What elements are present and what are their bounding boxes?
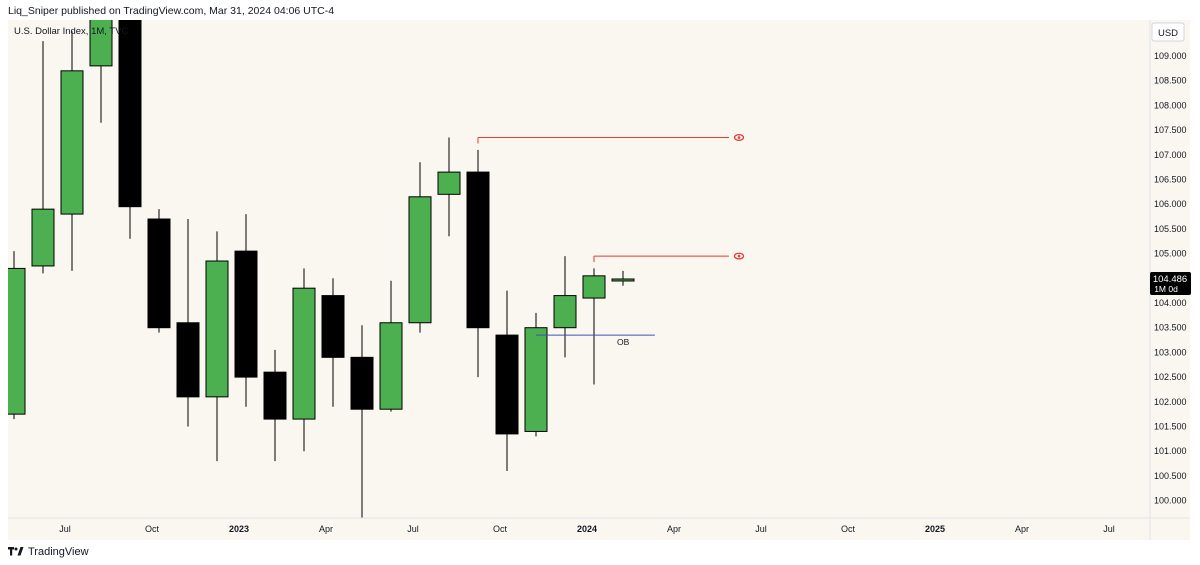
x-tick-label: Oct (841, 524, 856, 534)
y-tick-label: 106.500 (1154, 175, 1187, 185)
candle-2023-02 (234, 214, 258, 407)
candle-2024-01 (553, 256, 577, 358)
candle-2023-10 (466, 149, 490, 378)
candle-body-bull (8, 267, 26, 415)
candle-body-bull (31, 208, 55, 267)
y-tick-label: 100.000 (1154, 496, 1187, 506)
y-tick-label: 107.500 (1154, 125, 1187, 135)
candle-body-bull (582, 275, 606, 299)
candle-body-bear (321, 295, 345, 358)
y-tick-label: 104.000 (1154, 298, 1187, 308)
candle-body-bear (147, 218, 171, 329)
candle-body-bull (89, 20, 113, 67)
candle-body-bull (379, 322, 403, 410)
candle-2022-12 (176, 219, 200, 427)
candle-body-bear (263, 371, 287, 420)
candle-body-bull (408, 196, 432, 324)
candle-body-bear (466, 171, 490, 329)
currency-label: USD (1158, 28, 1178, 39)
candle-2023-07 (379, 280, 403, 412)
candle-2024-02 (582, 268, 606, 385)
candle-body-bull (437, 171, 461, 195)
eye-icon[interactable] (733, 134, 745, 141)
candle-2023-09 (437, 137, 461, 237)
footer: TradingView (8, 544, 89, 560)
candle-body-bear (350, 356, 374, 410)
candle-body-bull (553, 295, 577, 329)
x-tick-label: Jul (755, 524, 767, 534)
candle-body-bull (205, 260, 229, 398)
candle-body-bull (292, 287, 316, 420)
candle-2022-10 (118, 20, 142, 239)
currency-button[interactable]: USD (1151, 22, 1185, 42)
x-tick-label: Oct (493, 524, 508, 534)
candle-2024-03 (611, 270, 635, 286)
x-tick-label: Apr (1015, 524, 1029, 534)
candle-body-bear (118, 20, 142, 208)
candle-2023-11 (495, 290, 519, 471)
last-price-countdown: 1M 0d (1154, 284, 1178, 294)
candle-2022-09 (89, 20, 113, 123)
y-tick-label: 108.500 (1154, 76, 1187, 86)
candle-2022-08 (60, 31, 84, 271)
time-axis[interactable]: Jul Oct 2023 Apr Jul Oct 2024 Apr Jul Oct 2025 Apr J… (8, 517, 1190, 534)
x-tick-label: 2023 (229, 524, 249, 534)
y-tick-label: 107.000 (1154, 150, 1187, 160)
eye-icon[interactable] (733, 252, 745, 260)
candle-2023-08 (408, 162, 432, 333)
candle-2022-11 (147, 209, 171, 333)
candle-2023-01 (205, 231, 229, 462)
symbol-title: U.S. Dollar Index, 1M, TVC (14, 26, 129, 37)
last-price-label: 104.486 1M 0d (1150, 272, 1191, 295)
last-price-value: 104.486 (1153, 274, 1187, 285)
candle-body-bull (611, 278, 635, 282)
y-tick-label: 105.000 (1154, 249, 1187, 259)
candle-body-bull (60, 70, 84, 215)
candle-body-bull (524, 327, 548, 432)
x-tick-label: 2024 (577, 524, 597, 534)
y-tick-label: 106.000 (1154, 199, 1187, 209)
y-tick-label: 108.000 (1154, 100, 1187, 110)
candle-2022-06 (8, 251, 26, 420)
candle-2022-07 (31, 41, 55, 274)
x-tick-label: Jul (59, 524, 71, 534)
footer-brand: TradingView (28, 546, 89, 558)
y-tick-label: 100.500 (1154, 471, 1187, 481)
y-tick-label: 102.500 (1154, 372, 1187, 382)
y-tick-label: 101.500 (1154, 422, 1187, 432)
candle-2023-05 (321, 278, 345, 407)
y-tick-label: 103.500 (1154, 323, 1187, 333)
candle-2023-03 (263, 349, 287, 462)
y-tick-label: 101.000 (1154, 446, 1187, 456)
x-tick-label: Apr (667, 524, 681, 534)
x-tick-label: 2025 (925, 524, 945, 534)
x-tick-label: Jul (407, 524, 419, 534)
candle-2023-04 (292, 268, 316, 452)
candle-2023-06 (350, 325, 374, 518)
candle-body-bear (234, 250, 258, 378)
x-tick-label: Jul (1103, 524, 1115, 534)
y-tick-label: 105.500 (1154, 224, 1187, 234)
x-tick-label: Oct (145, 524, 160, 534)
ob-label: OB (617, 337, 630, 347)
candle-body-bear (495, 334, 519, 435)
publisher-line: Liq_Sniper published on TradingView.com,… (8, 5, 335, 17)
candle-2023-12 (524, 312, 548, 437)
y-tick-label: 103.000 (1154, 347, 1187, 357)
candle-body-bear (176, 322, 200, 398)
y-tick-label: 109.000 (1154, 51, 1187, 61)
x-tick-label: Apr (319, 524, 333, 534)
levels-layer: OB (477, 134, 745, 347)
y-tick-label: 102.000 (1154, 397, 1187, 407)
tradingview-logo-icon (8, 547, 24, 556)
candles-layer (8, 20, 635, 518)
